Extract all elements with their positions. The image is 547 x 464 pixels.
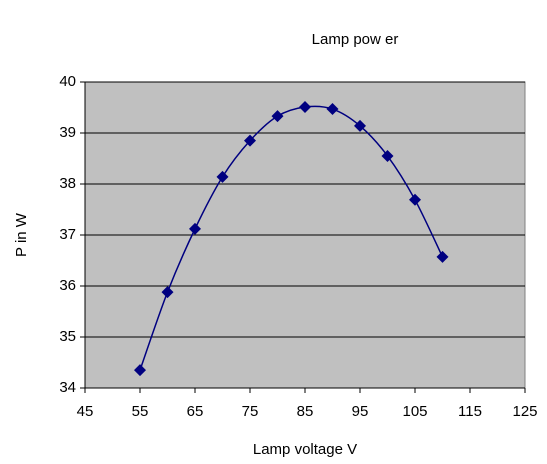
marker [189,222,201,235]
marker [381,149,394,162]
y-tick-label: 39 [59,124,76,141]
x-tick-label: 75 [242,403,259,420]
marker [354,119,366,132]
x-tick-label: 115 [458,403,482,420]
marker [134,364,146,377]
marker [326,103,339,116]
y-tick-label: 36 [59,277,76,294]
marker [299,100,311,113]
y-tick-label: 40 [59,73,76,90]
marker [436,250,449,263]
y-tick-label: 34 [59,379,76,396]
x-tick-label: 95 [352,403,369,420]
y-tick-label: 37 [59,226,76,243]
y-tick-label: 35 [59,328,76,345]
x-tick-label: 105 [402,403,427,420]
x-tick-label: 45 [77,403,94,420]
x-tick-label: 55 [132,403,149,420]
marker [271,110,284,123]
y-tick-label: 38 [59,175,76,192]
x-axis-label: Lamp voltage V [253,441,357,458]
chart-title: Lamp pow er [312,31,399,48]
y-axis-label: P in W [13,212,30,257]
x-tick-label: 65 [187,403,204,420]
marker [409,193,421,206]
marker [216,170,229,183]
x-tick-label: 85 [297,403,314,420]
x-tick-label: 125 [512,403,537,420]
marker [244,134,256,147]
marker [161,286,174,299]
